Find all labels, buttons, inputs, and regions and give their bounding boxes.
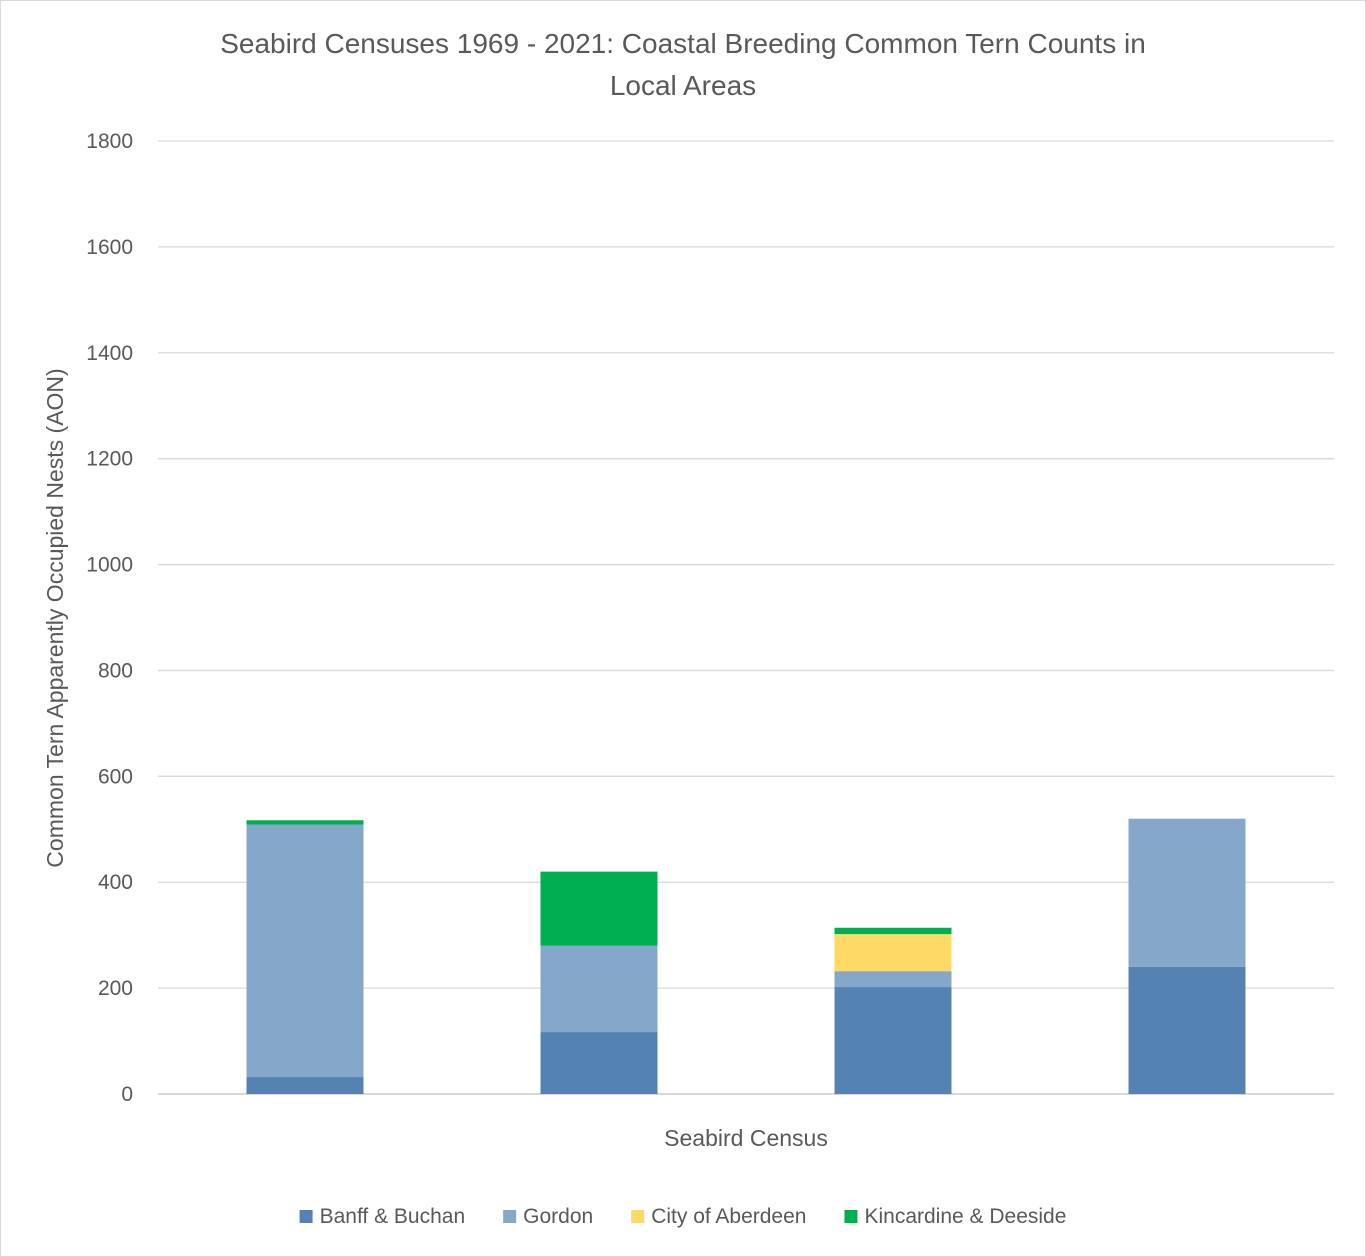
chart-title-line-1: Seabird Censuses 1969 - 2021: Coastal Br… — [220, 28, 1146, 59]
legend-label: Kincardine & Deeside — [864, 1205, 1066, 1228]
bar-segment — [1128, 818, 1246, 967]
y-tick-label: 800 — [98, 659, 133, 682]
x-axis-title: Seabird Census — [664, 1125, 828, 1151]
legend-swatch — [299, 1210, 313, 1223]
legend-item: Banff & Buchan — [299, 1205, 466, 1228]
bar-stack — [246, 820, 364, 1094]
legend: Banff & Buchan Gordon City of Aberdeen Kinc… — [299, 1205, 1066, 1228]
chart-title-line-2: Local Areas — [610, 70, 756, 101]
bar-segment — [1128, 966, 1246, 1094]
bar-segment — [834, 927, 952, 935]
y-tick-label: 400 — [98, 871, 133, 894]
bar-segment — [540, 1032, 658, 1094]
legend-label: Gordon — [523, 1205, 593, 1228]
legend-swatch — [503, 1210, 517, 1223]
legend-label: Banff & Buchan — [320, 1205, 466, 1228]
bar-stack — [834, 927, 952, 1094]
y-tick-label: 200 — [98, 977, 133, 1000]
y-tick-label: 1600 — [86, 236, 133, 259]
y-tick-label: 1400 — [86, 342, 133, 365]
y-tick-label: 0 — [121, 1083, 133, 1106]
y-tick-label: 1000 — [86, 554, 133, 577]
y-tick-label: 1200 — [86, 448, 133, 471]
bar-segment — [246, 820, 364, 825]
bar-segment — [834, 971, 952, 988]
legend-item: Kincardine & Deeside — [844, 1205, 1066, 1228]
bar-segment — [540, 945, 658, 1033]
legend-swatch — [844, 1210, 858, 1223]
y-tick-label: 600 — [98, 765, 133, 788]
legend-item: Gordon — [503, 1205, 593, 1228]
bars — [246, 818, 1246, 1094]
bar-segment — [834, 934, 952, 972]
bar-stack — [540, 871, 658, 1094]
legend-swatch — [631, 1210, 645, 1223]
legend-item: City of Aberdeen — [631, 1205, 806, 1228]
y-axis-tick-labels: 0 200 400 600 800 1000 1200 1400 1600 1800 — [86, 130, 133, 1106]
legend-label: City of Aberdeen — [651, 1205, 806, 1228]
bar-segment — [246, 1077, 364, 1094]
bar-segment — [834, 987, 952, 1094]
bar-segment — [540, 871, 658, 946]
y-tick-label: 1800 — [86, 130, 133, 153]
bar-stack — [1128, 818, 1246, 1094]
y-axis-title: Common Tern Apparently Occupied Nests (A… — [42, 368, 68, 867]
bar-segment — [246, 824, 364, 1078]
